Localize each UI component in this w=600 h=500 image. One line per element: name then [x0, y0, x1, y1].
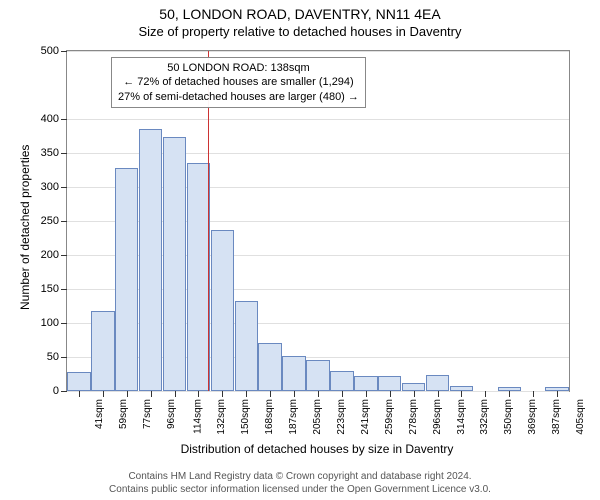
- x-tick: [557, 391, 558, 397]
- y-tick-label: 0: [53, 385, 67, 397]
- x-tick-label: 150sqm: [240, 399, 251, 435]
- x-tick-label: 387sqm: [551, 399, 562, 435]
- x-tick-label: 241sqm: [360, 399, 371, 435]
- x-tick-label: 350sqm: [503, 399, 514, 435]
- x-tick: [79, 391, 80, 397]
- x-tick-label: 369sqm: [527, 399, 538, 435]
- histogram-bar: [235, 301, 258, 391]
- x-tick-label: 314sqm: [455, 399, 466, 435]
- x-tick: [414, 391, 415, 397]
- histogram-bar: [306, 360, 329, 391]
- x-tick-label: 205sqm: [312, 399, 323, 435]
- x-tick: [270, 391, 271, 397]
- x-tick-label: 223sqm: [336, 399, 347, 435]
- annotation-line: 27% of semi-detached houses are larger (…: [118, 90, 359, 104]
- histogram-bar: [258, 343, 281, 391]
- x-tick: [318, 391, 319, 397]
- histogram-bar: [426, 375, 449, 391]
- x-tick-label: 405sqm: [575, 399, 586, 435]
- histogram-bar: [354, 376, 377, 391]
- x-tick: [438, 391, 439, 397]
- footnote-line: Contains public sector information licen…: [0, 483, 600, 496]
- y-tick-label: 350: [41, 147, 67, 159]
- x-tick: [175, 391, 176, 397]
- page-title: 50, LONDON ROAD, DAVENTRY, NN11 4EA: [0, 0, 600, 22]
- y-tick-label: 150: [41, 283, 67, 295]
- y-tick-label: 500: [41, 45, 67, 57]
- y-tick-label: 250: [41, 215, 67, 227]
- x-tick: [151, 391, 152, 397]
- histogram-bar: [187, 163, 210, 391]
- annotation-box: 50 LONDON ROAD: 138sqm← 72% of detached …: [111, 57, 366, 108]
- x-tick-label: 96sqm: [166, 399, 177, 429]
- histogram-bar: [378, 376, 401, 391]
- x-tick-label: 41sqm: [94, 399, 105, 429]
- x-tick-label: 259sqm: [384, 399, 395, 435]
- x-tick: [342, 391, 343, 397]
- x-tick-label: 77sqm: [142, 399, 153, 429]
- x-tick: [198, 391, 199, 397]
- histogram-bar: [91, 311, 114, 391]
- x-tick-label: 332sqm: [479, 399, 490, 435]
- histogram-bar: [330, 371, 353, 391]
- y-tick-label: 200: [41, 249, 67, 261]
- y-tick-label: 300: [41, 181, 67, 193]
- x-tick: [366, 391, 367, 397]
- x-tick-label: 168sqm: [264, 399, 275, 435]
- x-tick: [485, 391, 486, 397]
- x-tick: [222, 391, 223, 397]
- histogram-bar: [139, 129, 162, 391]
- x-tick: [533, 391, 534, 397]
- grid-line: [67, 119, 569, 120]
- x-tick: [246, 391, 247, 397]
- x-tick-label: 59sqm: [118, 399, 129, 429]
- y-tick-label: 400: [41, 113, 67, 125]
- x-axis-label: Distribution of detached houses by size …: [66, 442, 568, 456]
- x-tick: [127, 391, 128, 397]
- y-axis-label: Number of detached properties: [18, 145, 32, 310]
- x-tick: [509, 391, 510, 397]
- y-tick-label: 50: [47, 351, 67, 363]
- annotation-line: 50 LONDON ROAD: 138sqm: [118, 61, 359, 75]
- grid-line: [67, 51, 569, 52]
- y-tick-label: 100: [41, 317, 67, 329]
- x-tick-label: 114sqm: [192, 399, 203, 434]
- histogram-bar: [282, 356, 305, 391]
- histogram-bar: [211, 230, 234, 391]
- histogram-bar: [163, 137, 186, 391]
- histogram-bar: [115, 168, 138, 391]
- x-tick-label: 278sqm: [407, 399, 418, 435]
- footnote: Contains HM Land Registry data © Crown c…: [0, 470, 600, 496]
- x-tick: [294, 391, 295, 397]
- chart-plot-area: 05010015020025030035040050041sqm59sqm77s…: [66, 50, 570, 392]
- x-tick-label: 296sqm: [431, 399, 442, 435]
- x-tick: [461, 391, 462, 397]
- x-tick: [103, 391, 104, 397]
- x-tick-label: 132sqm: [216, 399, 227, 435]
- footnote-line: Contains HM Land Registry data © Crown c…: [0, 470, 600, 483]
- histogram-bar: [402, 383, 425, 391]
- histogram-bar: [67, 372, 90, 391]
- x-tick-label: 187sqm: [288, 399, 299, 435]
- annotation-line: ← 72% of detached houses are smaller (1,…: [118, 75, 359, 89]
- x-tick: [390, 391, 391, 397]
- page-subtitle: Size of property relative to detached ho…: [0, 22, 600, 39]
